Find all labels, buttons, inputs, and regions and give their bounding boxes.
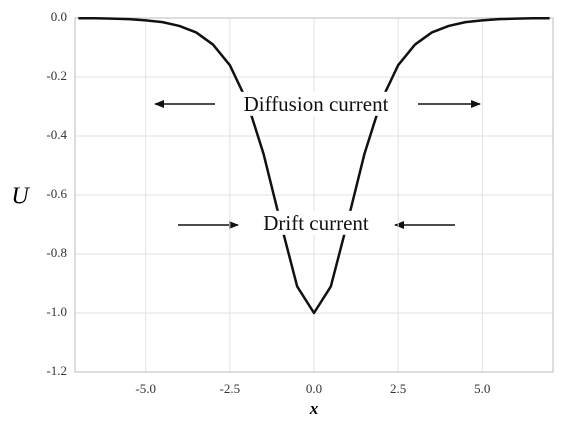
annotation: Drift current <box>263 211 369 235</box>
x-tick-label: 5.0 <box>474 381 490 396</box>
x-axis-label: x <box>309 399 319 418</box>
y-tick-label: -0.2 <box>46 68 67 83</box>
y-tick-label: -0.8 <box>46 245 67 260</box>
y-tick-label: -0.4 <box>46 127 67 142</box>
y-tick-label: -1.2 <box>46 363 67 378</box>
y-tick-label: 0.0 <box>51 9 67 24</box>
plot-frame <box>74 17 554 373</box>
y-axis-label: U <box>11 184 30 210</box>
x-tick-label: 0.0 <box>306 381 322 396</box>
y-tick-label: -0.6 <box>46 186 67 201</box>
x-tick-label: -5.0 <box>135 381 156 396</box>
annotation: Diffusion current <box>244 92 389 116</box>
line <box>78 17 550 315</box>
y-tick-label: -1.0 <box>46 304 67 319</box>
x-tick-label: 2.5 <box>390 381 406 396</box>
annotation-bg <box>239 91 393 116</box>
annotation-bg <box>259 210 373 235</box>
x-tick-label: -2.5 <box>220 381 241 396</box>
